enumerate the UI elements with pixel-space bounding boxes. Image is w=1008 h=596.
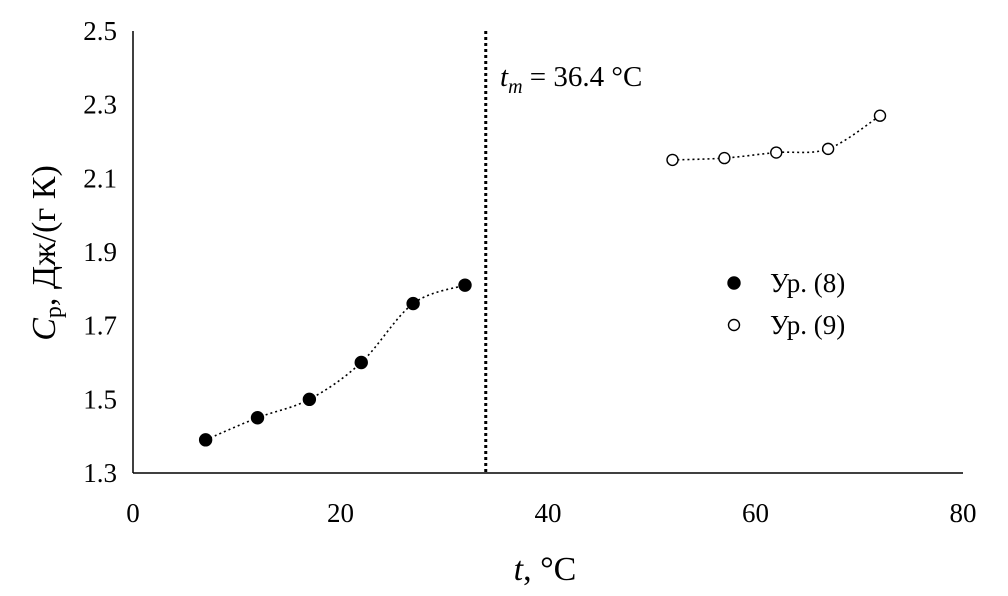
legend-marker-1 [727,276,741,290]
y-tick-label: 1.9 [83,237,117,267]
y-tick-label: 2.3 [83,90,117,120]
trend-lines [205,115,881,441]
y-axis-label: Cp, Дж/(г К) [26,165,67,341]
x-axis-label: t, °C [514,551,577,588]
x-tick-label: 0 [126,498,140,528]
x-tick-labels: 0 20 40 60 80 [126,498,976,528]
data-point-series-1 [302,392,317,407]
x-tick-label: 60 [742,498,769,528]
y-tick-label: 1.3 [83,458,117,488]
data-points [198,109,887,447]
data-point-series-1 [458,278,472,292]
data-point-series-1 [198,433,213,447]
x-tick-label: 80 [950,498,977,528]
data-point-series-1 [250,411,265,425]
axes [132,31,963,474]
data-point-series-1 [354,355,368,370]
data-point-series-2 [821,142,835,156]
legend-label-1: Ур. (8) [770,268,845,298]
y-tick-labels: 1.3 1.5 1.7 1.9 2.1 2.3 2.5 [83,16,117,488]
trend-line-1 [205,284,466,441]
x-tick-label: 40 [535,498,562,528]
y-tick-label: 2.1 [83,163,117,193]
data-point-series-1 [406,296,420,311]
y-tick-label: 1.5 [83,384,117,414]
legend-marker-2 [727,318,741,332]
legend: Ур. (8) Ур. (9) [727,268,845,340]
data-point-series-2 [770,146,783,159]
legend-label-2: Ур. (9) [770,310,845,340]
x-tick-label: 20 [327,498,354,528]
melting-annotation: tm = 36.4 °C [500,61,642,98]
data-point-series-2 [666,153,679,167]
data-point-series-2 [873,109,887,122]
data-point-series-2 [718,151,731,165]
y-tick-label: 1.7 [83,311,117,341]
y-tick-label: 2.5 [83,16,117,46]
trend-line-2 [672,115,881,161]
